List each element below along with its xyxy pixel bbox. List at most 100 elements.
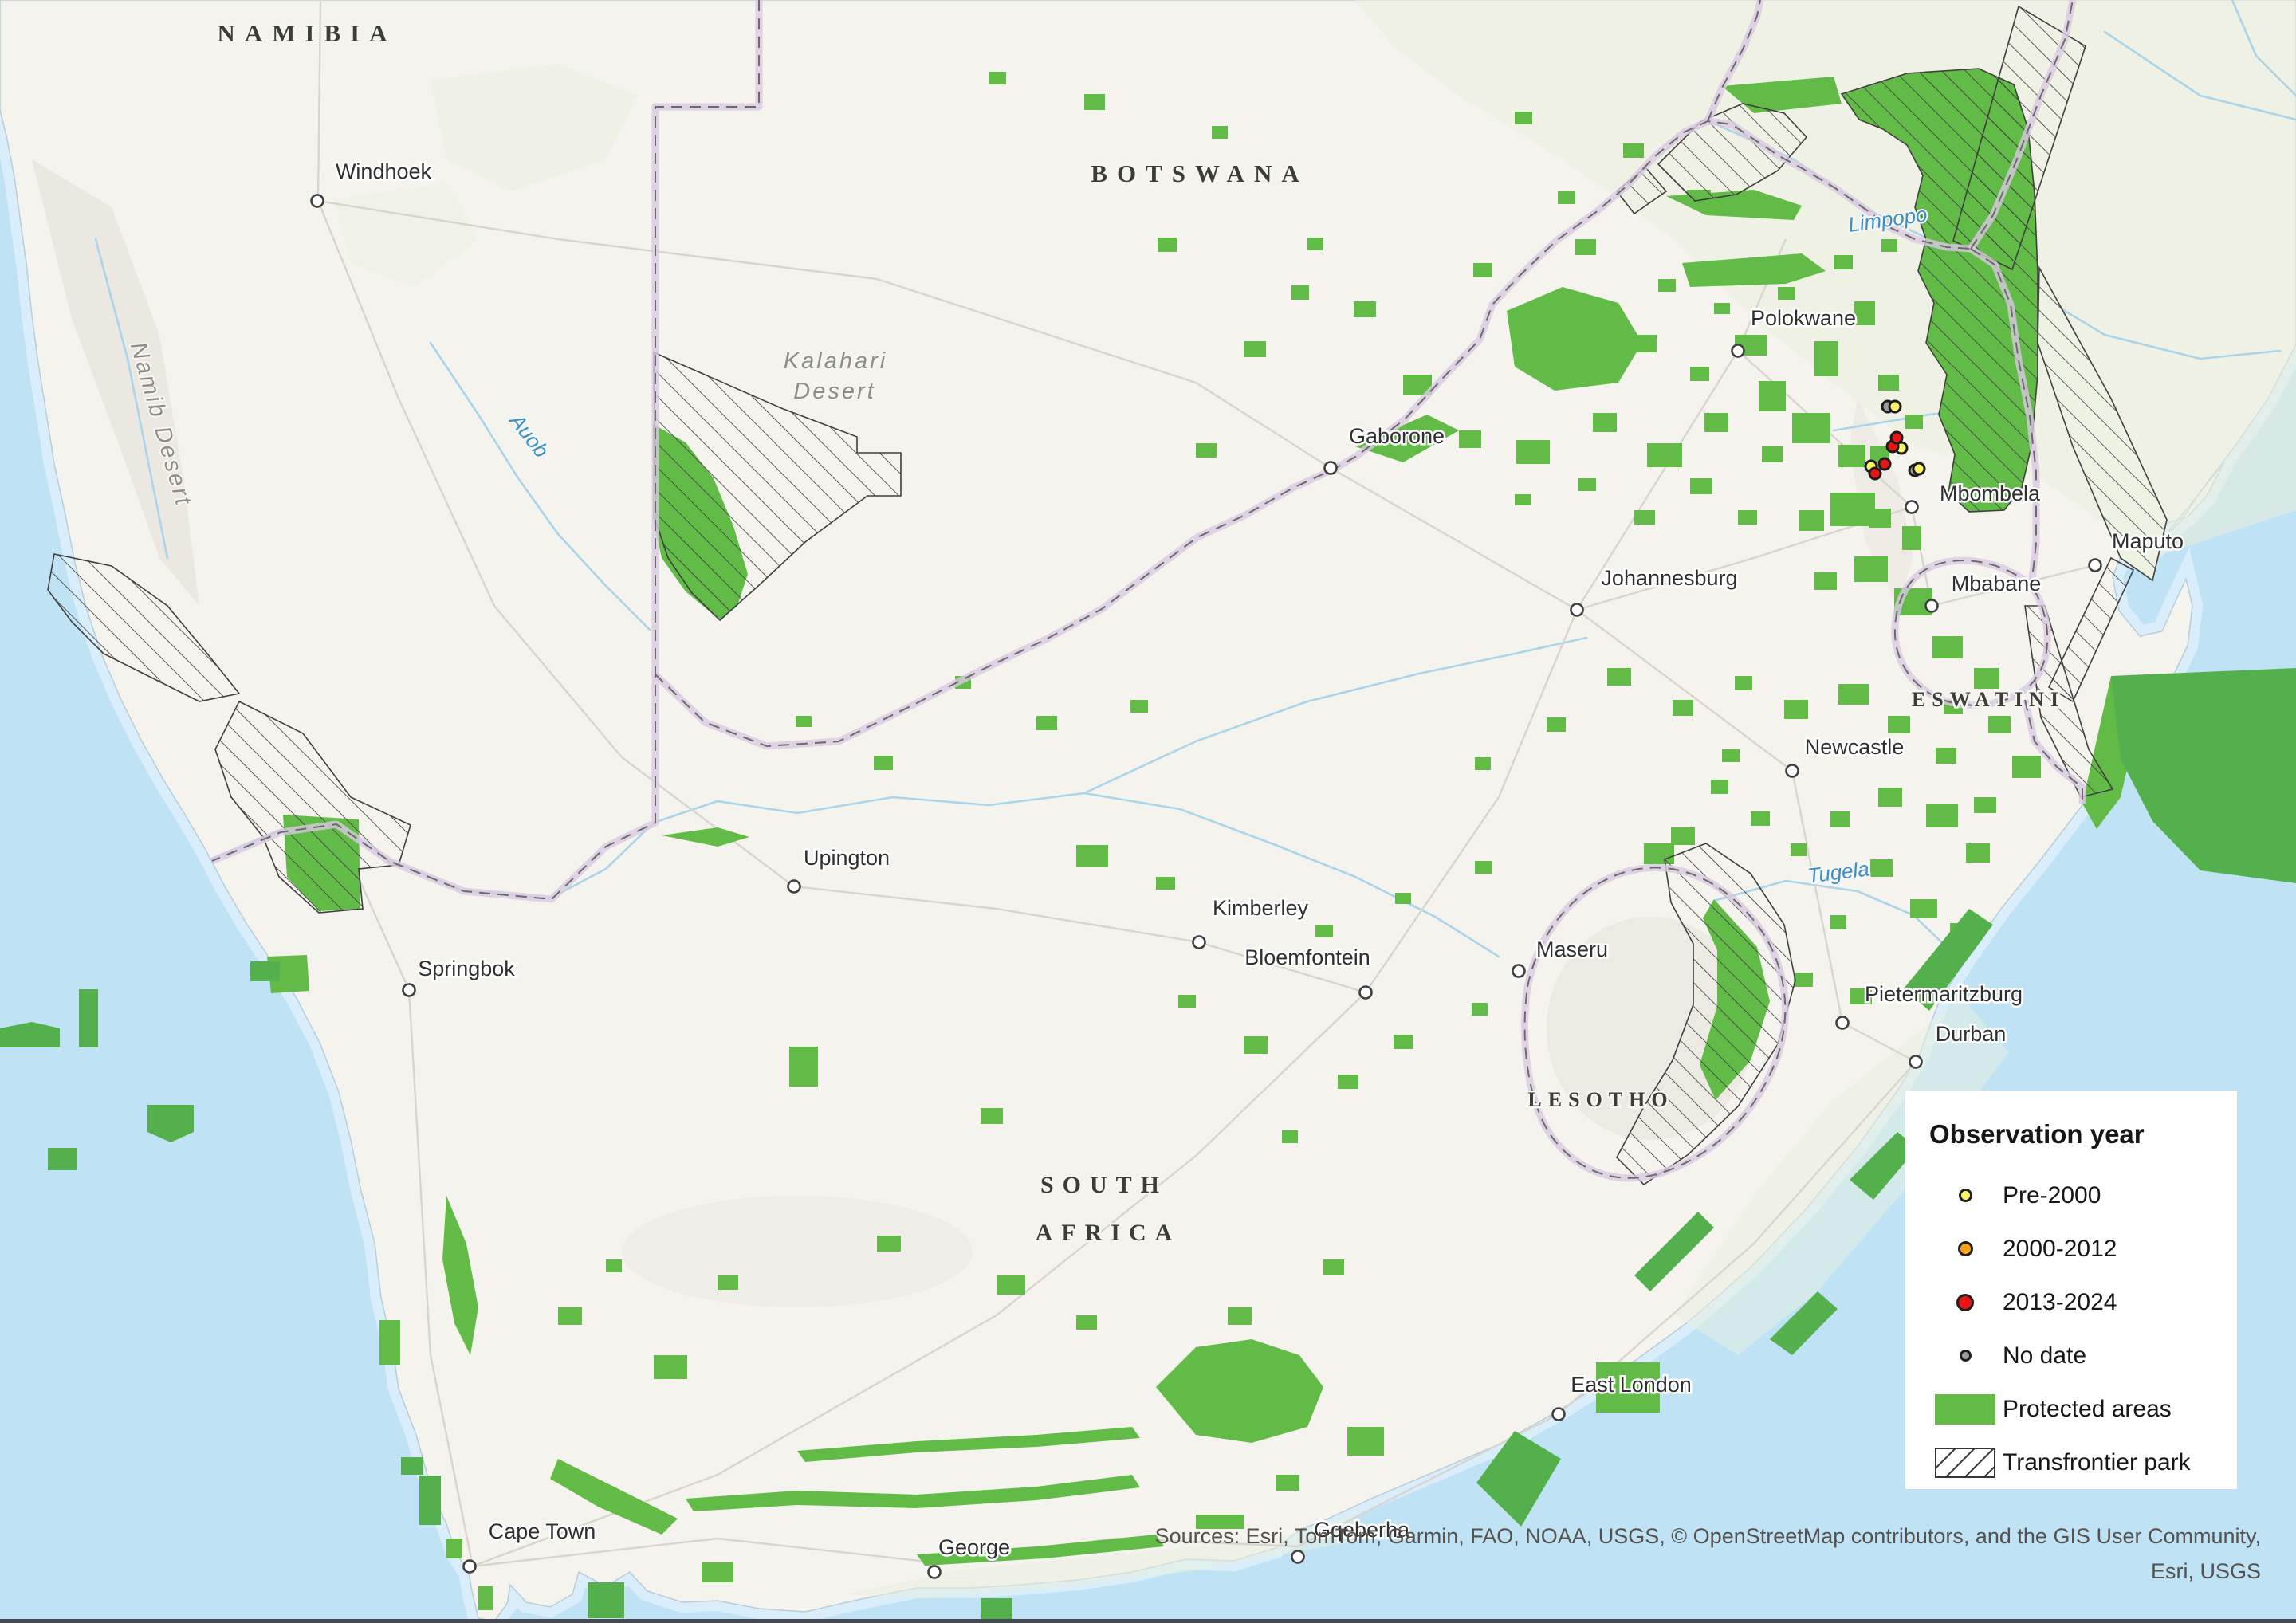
city-label-polokwane: Polokwane — [1751, 306, 1856, 330]
observation-points-layer — [1864, 399, 1926, 481]
city-label-kimberley: Kimberley — [1213, 896, 1309, 920]
city-label-gqeberha: Gqeberha — [1314, 1518, 1410, 1542]
city-marker-bloemfontein — [1358, 985, 1373, 1000]
cities-layer: Windhoek Gaborone Polokwane Johannesburg Mbo… — [310, 158, 2186, 1579]
city-marker-mbombela — [1905, 500, 1919, 514]
city-label-mbabane: Mbabane — [1952, 572, 2042, 595]
country-label-south: SOUTH — [1040, 1172, 1168, 1198]
country-label-namibia: NAMIBIA — [217, 19, 396, 47]
observation-point-2013-2024 — [1868, 466, 1882, 481]
city-label-maputo: Maputo — [2112, 529, 2184, 553]
city-label-cape-town: Cape Town — [489, 1519, 596, 1543]
city-label-newcastle: Newcastle — [1805, 735, 1905, 759]
observation-point-pre-2000 — [1888, 399, 1902, 414]
legend-dot-swatch — [1956, 1293, 1974, 1311]
legend-item-no-date: No date — [1928, 1329, 2221, 1382]
country-label-botswana: BOTSWANA — [1091, 159, 1308, 187]
legend-item-label: Transfrontier park — [2003, 1448, 2191, 1476]
transfrontier-layer — [47, 5, 2168, 1186]
city-marker-newcastle — [1785, 764, 1799, 778]
marine-protected-areas-layer — [0, 668, 2296, 1622]
city-label-johannesburg: Johannesburg — [1601, 566, 1737, 590]
city-upington: Upington — [787, 844, 892, 894]
city-marker-polokwane — [1731, 344, 1745, 358]
legend: Observation year Pre-2000 2000-2012 2013-2… — [1905, 1091, 2237, 1489]
legend-item-2000-2012: 2000-2012 — [1928, 1222, 2221, 1275]
city-label-durban: Durban — [1936, 1022, 2007, 1046]
attribution-line-2: Esri, USGS — [2150, 1558, 2261, 1583]
city-east-london: East London — [1551, 1371, 1693, 1421]
map-attribution: Sources: Esri, TomTom, Garmin, FAO, NOAA… — [1155, 1519, 2261, 1589]
country-label-lesotho: LESOTHO — [1527, 1088, 1673, 1111]
legend-item-label: 2013-2024 — [2003, 1288, 2117, 1315]
city-label-maseru: Maseru — [1536, 937, 1608, 961]
city-label-windhoek: Windhoek — [336, 159, 432, 183]
city-pietermaritzburg: Pietermaritzburg — [1835, 980, 2025, 1030]
legend-item-label: No date — [2003, 1342, 2087, 1369]
city-mbombela: Mbombela — [1905, 480, 2043, 514]
city-johannesburg: Johannesburg — [1570, 564, 1740, 617]
city-label-george: George — [938, 1535, 1010, 1559]
city-gaborone: Gaborone — [1323, 422, 1447, 475]
city-cape-town: Cape Town — [462, 1518, 598, 1574]
desert-label-desert: Desert — [793, 379, 875, 404]
legend-hatch-swatch — [1935, 1447, 1995, 1478]
city-marker-gaborone — [1323, 461, 1338, 475]
city-marker-gqeberha — [1291, 1550, 1305, 1564]
city-springbok: Springbok — [402, 955, 517, 997]
image-bottom-edge — [0, 1619, 2296, 1623]
city-marker-cape-town — [462, 1559, 477, 1574]
city-bloemfontein: Bloemfontein — [1243, 944, 1373, 1000]
legend-dot-swatch — [1959, 1350, 1972, 1362]
city-windhoek: Windhoek — [310, 158, 434, 208]
borders-layer — [210, 0, 2086, 1182]
city-label-upington: Upington — [804, 846, 890, 870]
legend-item-label: Pre-2000 — [2003, 1181, 2101, 1208]
city-george: George — [927, 1534, 1012, 1579]
city-marker-upington — [787, 879, 801, 894]
legend-item-label: Protected areas — [2003, 1395, 2172, 1422]
city-gqeberha: Gqeberha — [1291, 1516, 1413, 1564]
city-marker-george — [927, 1565, 942, 1579]
city-marker-johannesburg — [1570, 603, 1584, 617]
city-kimberley: Kimberley — [1192, 894, 1311, 949]
legend-dot-swatch — [1958, 1189, 1972, 1202]
city-label-mbombela: Mbombela — [1940, 481, 2041, 505]
legend-item-2013-2024: 2013-2024 — [1928, 1275, 2221, 1329]
city-marker-mbabane — [1924, 599, 1939, 613]
legend-fill-swatch — [1935, 1393, 1995, 1425]
city-maputo: Maputo — [2088, 528, 2186, 572]
city-label-bloemfontein: Bloemfontein — [1244, 945, 1370, 969]
legend-item-transfrontier-park: Transfrontier park — [1928, 1436, 2221, 1489]
attribution-line-1: Sources: Esri, TomTom, Garmin, FAO, NOAA… — [1154, 1524, 2261, 1548]
observation-point-2013-2024 — [1877, 457, 1892, 471]
city-marker-maseru — [1512, 964, 1526, 978]
city-mbabane: Mbabane — [1924, 570, 2043, 613]
city-marker-maputo — [2088, 558, 2102, 572]
legend-item-pre-2000: Pre-2000 — [1928, 1169, 2221, 1222]
legend-title: Observation year — [1929, 1119, 2145, 1149]
city-label-east-london: East London — [1571, 1373, 1692, 1397]
legend-dot-swatch — [1957, 1241, 1973, 1256]
terrain-tints — [32, 0, 2296, 1598]
observation-point-2013-2024 — [1889, 430, 1904, 445]
city-label-pietermaritzburg: Pietermaritzburg — [1865, 982, 2023, 1006]
legend-item-protected-areas: Protected areas — [1928, 1382, 2221, 1436]
city-polokwane: Polokwane — [1731, 305, 1858, 358]
city-maseru: Maseru — [1512, 936, 1610, 978]
city-newcastle: Newcastle — [1785, 733, 1906, 778]
city-marker-east-london — [1551, 1407, 1566, 1421]
city-marker-springbok — [402, 983, 416, 997]
city-label-gaborone: Gaborone — [1349, 424, 1445, 448]
country-label-eswatini: ESWATINI — [1912, 688, 2065, 711]
country-label-africa: AFRICA — [1036, 1220, 1181, 1246]
legend-item-label: 2000-2012 — [2003, 1235, 2117, 1262]
city-durban: Durban — [1909, 1020, 2008, 1069]
city-marker-pietermaritzburg — [1835, 1016, 1850, 1030]
city-marker-durban — [1909, 1055, 1923, 1069]
desert-label-kalahari: Kalahari — [784, 348, 887, 374]
city-marker-kimberley — [1192, 935, 1206, 949]
